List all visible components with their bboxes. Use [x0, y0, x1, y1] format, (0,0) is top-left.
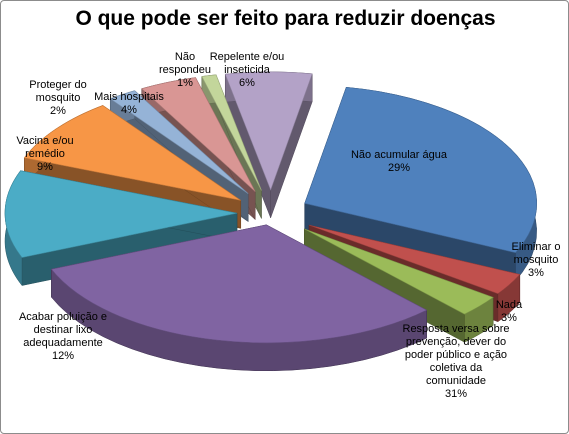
slice-label-3: Resposta versa sobre prevenção, dever do…	[401, 323, 511, 401]
slice-value-label: 31%	[444, 388, 468, 400]
pie-slice-0	[304, 86, 538, 254]
chart-title: O que pode ser feito para reduzir doença…	[75, 7, 496, 30]
slice-value-label: 9%	[37, 161, 53, 173]
slice-value-label: 3%	[501, 312, 517, 324]
pie-slice-5	[23, 105, 241, 201]
pie-slice-8	[201, 74, 262, 191]
slice-value-label: 2%	[50, 105, 66, 117]
slice-label-text: Não respondeu	[159, 51, 211, 76]
pie-slice-6	[109, 90, 249, 194]
slice-label-8: Não respondeu 1%	[155, 51, 215, 90]
slice-value-label: 6%	[239, 77, 255, 89]
pie-slice-9	[224, 71, 313, 191]
slice-value-label: 3%	[528, 267, 544, 279]
pie-slice-4	[4, 170, 238, 258]
slice-value-label: 4%	[121, 104, 137, 116]
slice-label-5: Vacina e/ou remédio 9%	[5, 135, 85, 174]
slice-value-label: 1%	[177, 77, 193, 89]
pie-slice-7	[141, 77, 256, 192]
slice-label-7: Mais hospitais 4%	[89, 91, 169, 117]
slice-label-text: Acabar poluição e destinar lixo adequada…	[18, 311, 108, 349]
slice-label-0: Não acumular água 29%	[339, 149, 459, 175]
slice-label-text: Nada	[495, 299, 523, 311]
slice-label-2: Nada 3%	[489, 299, 529, 325]
pie-slice-3	[50, 224, 428, 344]
slice-label-text: Repelente e/ou inseticida	[209, 51, 285, 76]
slice-label-9: Repelente e/ou inseticida 6%	[202, 51, 292, 90]
slice-value-label: 29%	[387, 162, 411, 174]
slice-label-text: Não acumular água	[350, 149, 447, 161]
slice-label-text: Resposta versa sobre prevenção, dever do…	[402, 323, 510, 387]
pie-slice-1	[308, 224, 521, 295]
slice-label-text: Eliminar o mosquito	[511, 241, 561, 266]
slice-label-6: Proteger do mosquito 2%	[18, 79, 98, 118]
slice-label-text: Proteger do mosquito	[29, 79, 87, 104]
slice-label-text: Vacina e/ou remédio	[16, 135, 74, 160]
slice-label-4: Acabar poluição e destinar lixo adequada…	[1, 311, 128, 363]
pie-slice-2	[304, 228, 494, 315]
slice-label-text: Mais hospitais	[94, 91, 164, 103]
slice-value-label: 12%	[51, 350, 75, 362]
slice-label-1: Eliminar o mosquito 3%	[506, 241, 566, 280]
